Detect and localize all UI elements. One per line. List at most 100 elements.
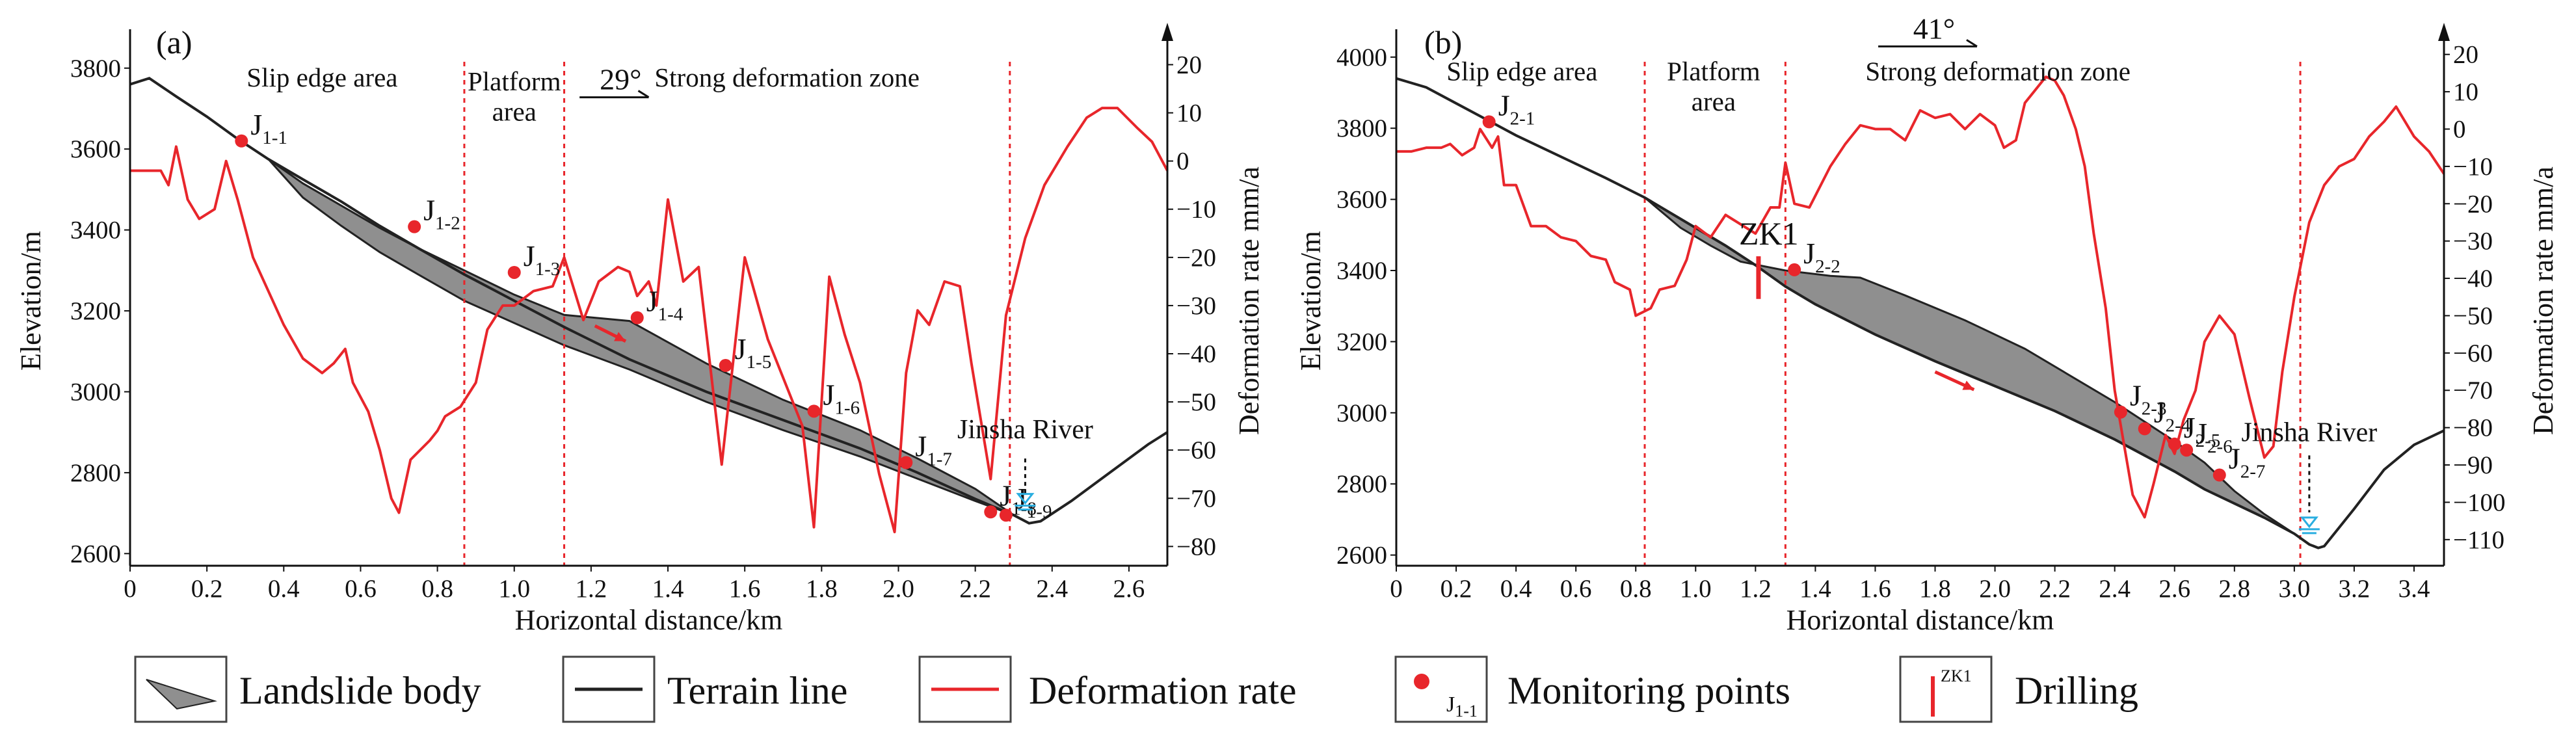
zone-label: Slip edge area: [1446, 56, 1597, 86]
river-symbol: [2300, 516, 2318, 529]
monitoring-point-label: J1-2: [423, 194, 460, 234]
y-right-tick-label: 20: [2453, 41, 2478, 69]
y-axis-right-arrowhead: [2438, 23, 2450, 41]
monitoring-point-label: J1-7: [915, 429, 952, 469]
monitoring-point-label: J2-5: [2184, 411, 2221, 451]
x-tick-label: 0.6: [1560, 575, 1592, 603]
monitoring-point: [807, 404, 821, 418]
y-right-tick-label: 0: [2453, 115, 2466, 143]
x-tick-label: 1.2: [576, 575, 607, 603]
drilling-label: ZK1: [1739, 215, 1799, 252]
x-tick-label: 0.2: [191, 575, 223, 603]
zone-label: Slip edge area: [246, 62, 397, 92]
y-left-tick-label: 3400: [70, 217, 121, 244]
y-right-tick-label: −50: [1176, 388, 1216, 416]
panel-tag: (b): [1424, 24, 1462, 60]
monitoring-point-label: J1-6: [823, 378, 860, 418]
legend-monitoring-box: [1394, 655, 1488, 723]
legend-terrain-box: [562, 655, 656, 723]
x-tick-label: 2.2: [959, 575, 991, 603]
y-right-tick-label: −80: [1176, 533, 1216, 561]
monitoring-point-label: J2-1: [1498, 88, 1535, 129]
y-right-tick-label: −20: [1176, 244, 1216, 272]
x-tick-label: 1.0: [1680, 575, 1712, 603]
zone-label: Strong deformation zone: [1865, 56, 2131, 86]
y-right-tick-label: −70: [1176, 484, 1216, 512]
monitoring-point-label: J2-6: [2196, 417, 2233, 457]
x-tick-label: 0.8: [1620, 575, 1652, 603]
legend-landslide-box: [134, 655, 228, 723]
y-right-tick-label: −60: [1176, 436, 1216, 464]
angle-arrowhead: [637, 90, 650, 98]
y-right-tick-label: 20: [1176, 51, 1202, 79]
y-left-tick-label: 3600: [70, 135, 121, 163]
y-left-tick-label: 2800: [70, 459, 121, 487]
y-right-tick-label: −40: [1176, 340, 1216, 368]
y-left-tick-label: 2600: [1336, 542, 1387, 570]
river-label: Jinsha River: [957, 415, 1093, 445]
terrain-line: [1396, 77, 2445, 549]
slope-angle: 29°: [600, 63, 641, 96]
x-tick-label: 2.8: [2218, 575, 2250, 603]
y-left-tick-label: 3800: [70, 55, 121, 83]
legend-monitoring-symbol: J1-1: [1446, 693, 1478, 720]
monitoring-point-label: J1-5: [735, 332, 772, 373]
y-axis-right-title: Deformation rate mm/a: [1233, 166, 1265, 435]
y-right-tick-label: −80: [2453, 414, 2493, 442]
monitoring-point: [2212, 468, 2226, 482]
y-left-tick-label: 3800: [1336, 114, 1387, 142]
y-axis-left-title: Elevation/m: [15, 231, 47, 371]
x-tick-label: 3.2: [2339, 575, 2370, 603]
y-right-tick-label: −90: [2453, 451, 2493, 479]
y-right-tick-label: −60: [2453, 339, 2493, 367]
x-tick-label: 2.6: [2158, 575, 2190, 603]
y-right-tick-label: −50: [2453, 302, 2493, 330]
y-right-tick-label: 10: [1176, 99, 1202, 127]
zone-label: Strong deformation zone: [654, 62, 920, 92]
x-tick-label: 0.2: [1441, 575, 1472, 603]
monitoring-point-label: J2-4: [2154, 395, 2191, 436]
x-axis-title: Horizontal distance/km: [1786, 604, 2054, 636]
monitoring-point: [719, 359, 732, 373]
y-left-tick-label: 3000: [70, 378, 121, 406]
legend-drilling-symbol: ZK1: [1941, 667, 1972, 685]
x-tick-label: 1.4: [652, 575, 684, 603]
x-tick-label: 0: [1390, 575, 1403, 603]
y-right-tick-label: −30: [2453, 228, 2493, 256]
monitoring-point: [899, 456, 913, 469]
y-axis-left-title: Elevation/m: [1295, 231, 1327, 371]
y-right-tick-label: 10: [2453, 78, 2478, 106]
x-tick-label: 2.6: [1113, 575, 1145, 603]
monitoring-point: [2138, 422, 2151, 436]
legend-deformation-box: [918, 655, 1012, 723]
x-tick-label: 1.2: [1740, 575, 1772, 603]
x-tick-label: 3.0: [2278, 575, 2310, 603]
legend-deformation-label: Deformation rate: [1029, 669, 1296, 712]
x-tick-label: 1.8: [1919, 575, 1951, 603]
x-tick-label: 2.0: [883, 575, 914, 603]
y-left-tick-label: 4000: [1336, 44, 1387, 72]
zone-label: area: [492, 97, 537, 127]
y-right-tick-label: −100: [2453, 488, 2506, 516]
x-tick-label: 3.4: [2398, 575, 2430, 603]
x-tick-label: 2.2: [2039, 575, 2071, 603]
monitoring-point: [999, 509, 1013, 522]
x-tick-label: 1.8: [806, 575, 838, 603]
monitoring-point-label: J2-7: [2229, 442, 2266, 482]
monitoring-point-label: J2-2: [1803, 237, 1840, 277]
monitoring-point: [2114, 405, 2127, 419]
x-tick-label: 1.0: [498, 575, 530, 603]
legend-landslide-swatch: [146, 679, 217, 710]
slide-direction-arrowhead: [614, 332, 626, 341]
y-right-tick-label: −30: [1176, 292, 1216, 320]
x-tick-label: 1.6: [1859, 575, 1891, 603]
monitoring-point: [408, 220, 421, 233]
y-right-tick-label: −110: [2453, 526, 2504, 554]
y-left-tick-label: 3400: [1336, 257, 1387, 285]
x-tick-label: 2.0: [1979, 575, 2011, 603]
panel-tag: (a): [156, 24, 193, 60]
y-right-tick-label: −10: [1176, 196, 1216, 224]
monitoring-point: [1788, 263, 1801, 276]
y-left-tick-label: 2800: [1336, 470, 1387, 498]
